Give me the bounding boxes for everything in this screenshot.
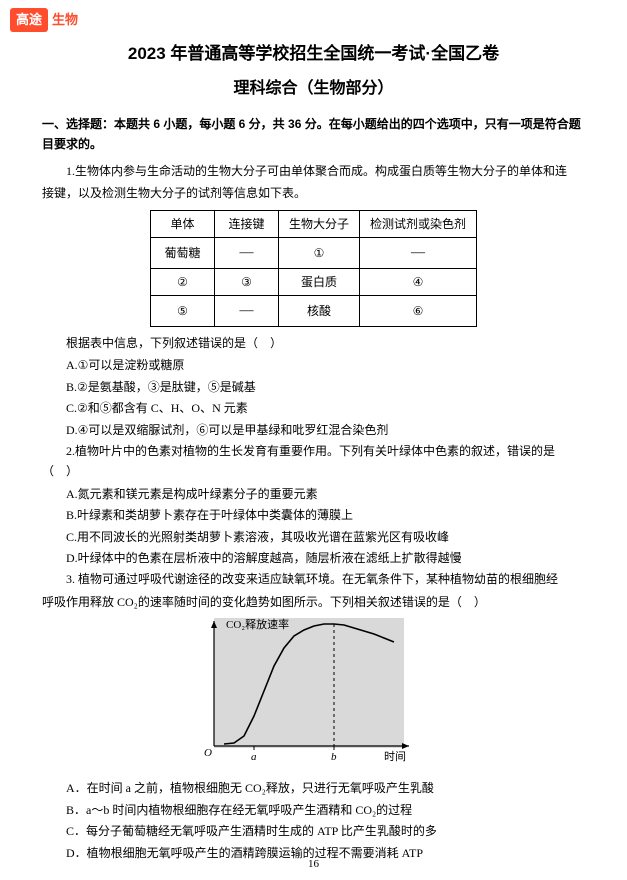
page-subtitle: 理科综合（生物部分） <box>42 75 585 102</box>
table-cell: ④ <box>360 268 477 295</box>
table-cell: ⑥ <box>360 296 477 327</box>
q3-option-c: C．每分子葡萄糖经无氧呼吸产生酒精时生成的 ATP 比产生乳酸时的多 <box>66 821 585 841</box>
table-cell: 蛋白质 <box>278 268 359 295</box>
page-number: 16 <box>0 855 627 874</box>
table-cell: — <box>214 238 278 269</box>
q2-stem: 2.植物叶片中的色素对植物的生长发育有重要作用。下列有关叶绿体中色素的叙述，错误… <box>42 441 585 482</box>
svg-text:时间: 时间 <box>384 750 406 763</box>
q1-table: 单体 连接键 生物大分子 检测试剂或染色剂 葡萄糖 — ① — ② ③ 蛋白质 … <box>150 210 477 327</box>
section-heading: 一、选择题：本题共 6 小题，每小题 6 分，共 36 分。在每小题给出的四个选… <box>42 114 585 155</box>
q3-option-a: A．在时间 a 之前，植物根细胞无 CO₂释放，只进行无氧呼吸产生乳酸 <box>66 778 585 798</box>
q1-option-c: C.②和⑤都含有 C、H、O、N 元素 <box>66 398 585 418</box>
q2-option-d: D.叶绿体中的色素在层析液中的溶解度越高，随层析液在滤纸上扩散得越慢 <box>66 548 585 568</box>
table-cell: ② <box>150 268 214 295</box>
q2-option-a: A.氮元素和镁元素是构成叶绿素分子的重要元素 <box>66 484 585 504</box>
brand-badge-wrap: 高途 生物 <box>10 8 82 32</box>
q3-stem-line1: 3. 植物可通过呼吸代谢途径的改变来适应缺氧环境。在无氧条件下，某种植物幼苗的根… <box>42 569 585 589</box>
svg-text:CO₂释放速率: CO₂释放速率 <box>226 617 289 631</box>
table-header-cell: 连接键 <box>214 210 278 237</box>
table-cell: ③ <box>214 268 278 295</box>
q2-option-b: B.叶绿素和类胡萝卜素存在于叶绿体中类囊体的薄膜上 <box>66 505 585 525</box>
table-row: ② ③ 蛋白质 ④ <box>150 268 476 295</box>
svg-text:b: b <box>331 751 337 763</box>
brand-badge: 高途 <box>10 8 48 32</box>
q1-stem-line1: 1.生物体内参与生命活动的生物大分子可由单体聚合而成。构成蛋白质等生物大分子的单… <box>42 161 585 181</box>
table-cell: — <box>214 296 278 327</box>
table-row: 葡萄糖 — ① — <box>150 238 476 269</box>
table-cell: — <box>360 238 477 269</box>
svg-text:a: a <box>251 751 257 763</box>
q3-chart: CO₂释放速率 Oa b 时间 <box>184 616 444 772</box>
table-cell: ① <box>278 238 359 269</box>
table-row: ⑤ — 核酸 ⑥ <box>150 296 476 327</box>
table-header-row: 单体 连接键 生物大分子 检测试剂或染色剂 <box>150 210 476 237</box>
page-title: 2023 年普通高等学校招生全国统一考试·全国乙卷 <box>42 40 585 69</box>
q1-option-d: D.④可以是双缩脲试剂，⑥可以是甲基绿和吡罗红混合染色剂 <box>66 420 585 440</box>
table-header-cell: 检测试剂或染色剂 <box>360 210 477 237</box>
chart-svg: CO₂释放速率 Oa b 时间 <box>184 616 424 766</box>
q2-option-c: C.用不同波长的光照射类胡萝卜素溶液，其吸收光谱在蓝紫光区有吸收峰 <box>66 527 585 547</box>
q3-option-b: B．a～b 时间内植物根细胞存在经无氧呼吸产生酒精和 CO₂的过程 <box>66 800 585 820</box>
table-cell: 核酸 <box>278 296 359 327</box>
svg-text:O: O <box>204 747 212 759</box>
table-header-cell: 生物大分子 <box>278 210 359 237</box>
q1-stem-line2: 接键，以及检测生物大分子的试剂等信息如下表。 <box>42 183 585 203</box>
table-cell: ⑤ <box>150 296 214 327</box>
q1-option-a: A.①可以是淀粉或糖原 <box>66 355 585 375</box>
q1-option-b: B.②是氨基酸，③是肽键，⑤是碱基 <box>66 377 585 397</box>
table-header-cell: 单体 <box>150 210 214 237</box>
q1-question: 根据表中信息，下列叙述错误的是（ ） <box>42 333 585 353</box>
brand-text: 生物 <box>48 8 82 32</box>
q3-stem-line2: 呼吸作用释放 CO₂的速率随时间的变化趋势如图所示。下列相关叙述错误的是（ ） <box>42 592 585 612</box>
table-cell: 葡萄糖 <box>150 238 214 269</box>
